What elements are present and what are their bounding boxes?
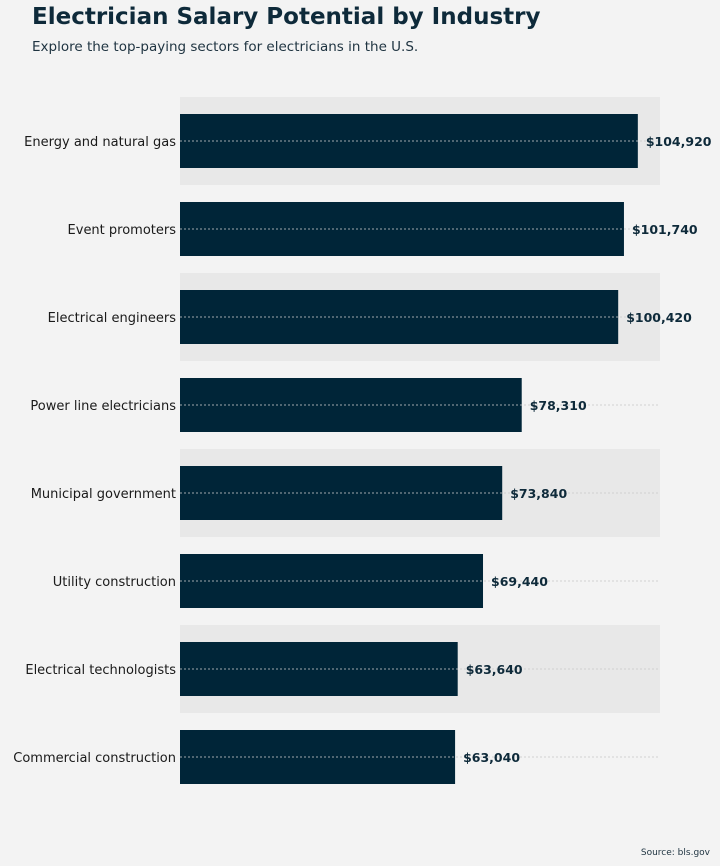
value-label: $101,740 (632, 222, 698, 237)
category-label: Commercial construction (13, 751, 176, 766)
source-note: Source: bls.gov (640, 848, 710, 858)
value-label: $73,840 (510, 486, 567, 501)
category-label: Electrical engineers (48, 311, 177, 326)
category-label: Utility construction (53, 575, 176, 590)
value-label: $63,640 (466, 662, 523, 677)
value-label: $100,420 (626, 310, 692, 325)
value-label: $63,040 (463, 750, 520, 765)
value-label: $104,920 (646, 134, 712, 149)
category-label: Municipal government (31, 487, 176, 502)
category-label: Electrical technologists (25, 663, 176, 678)
category-label: Power line electricians (30, 399, 176, 414)
category-label: Event promoters (68, 223, 177, 238)
category-label: Energy and natural gas (24, 135, 176, 150)
bar (180, 378, 522, 432)
bar (180, 642, 458, 696)
value-label: $78,310 (530, 398, 587, 413)
value-label: $69,440 (491, 574, 548, 589)
chart-subtitle: Explore the top-paying sectors for elect… (32, 39, 419, 55)
chart-title: Electrician Salary Potential by Industry (32, 4, 541, 30)
